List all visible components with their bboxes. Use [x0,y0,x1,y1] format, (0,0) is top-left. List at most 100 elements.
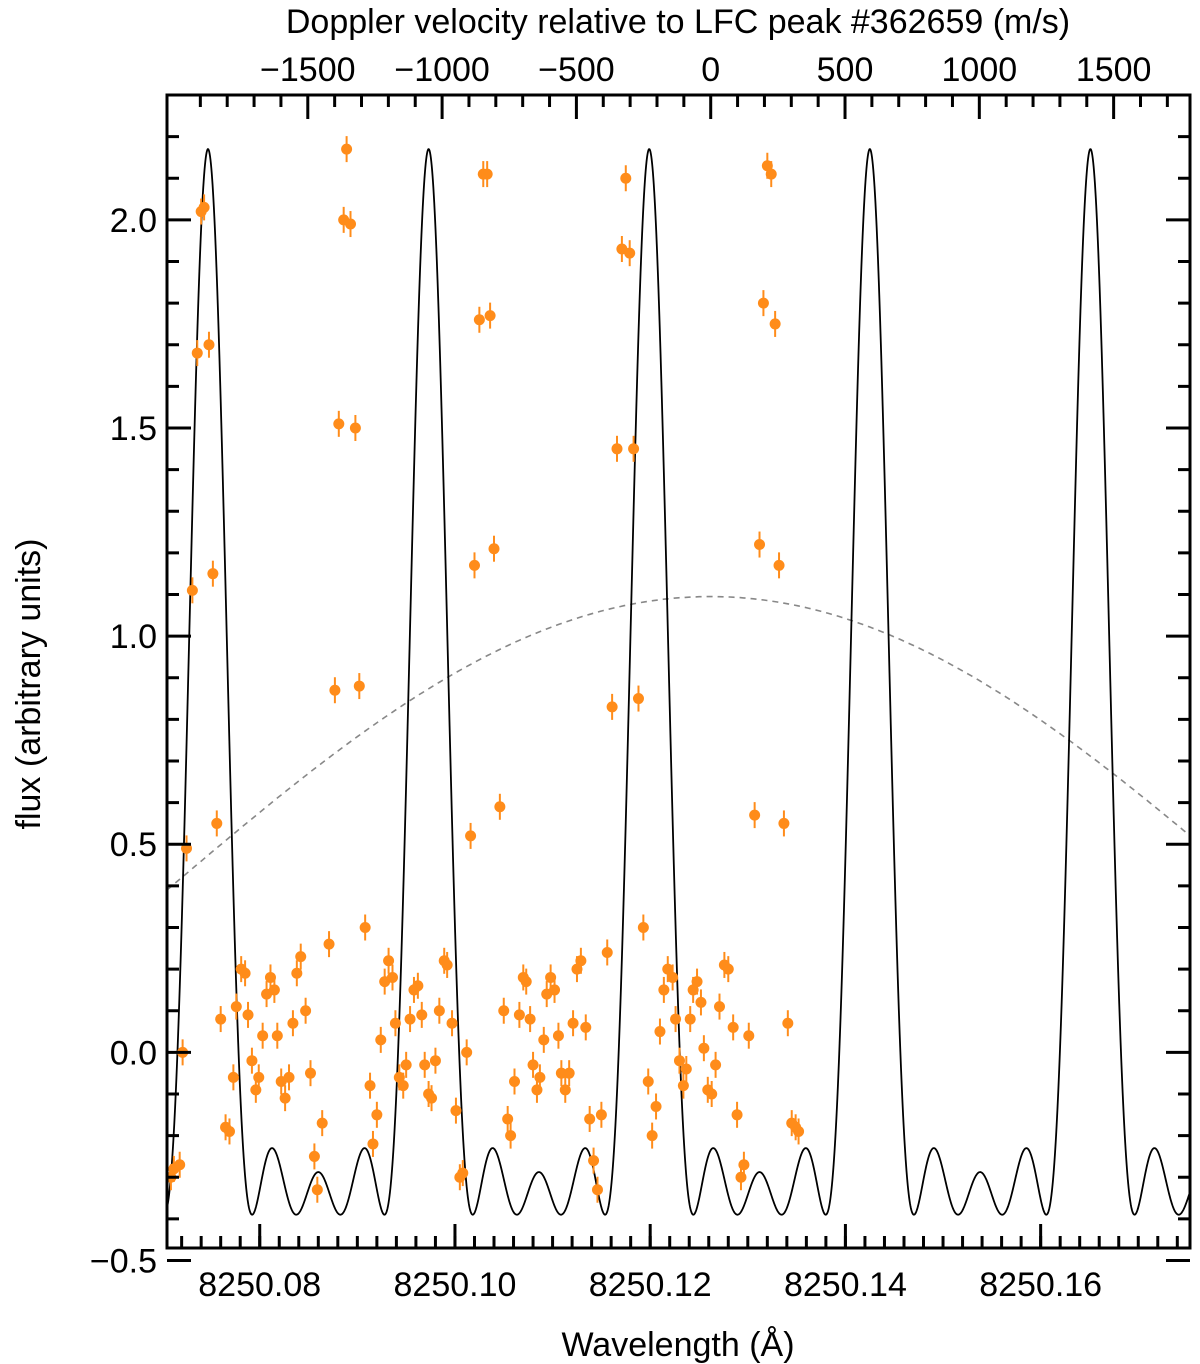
data-point [545,971,557,983]
data-point [575,955,587,967]
data-point [667,971,679,983]
data-point [433,1005,445,1017]
data-point [595,1109,607,1121]
y-tick-label: 0.0 [110,1034,157,1072]
data-point [186,584,198,596]
data-point [494,801,506,813]
top-axis-title: Doppler velocity relative to LFC peak #3… [286,3,1070,41]
data-point [761,160,773,172]
y-tick-label: 2.0 [110,202,157,240]
data-point [524,1013,536,1025]
data-point [698,1042,710,1054]
plot-clip-group [167,136,1190,1216]
top-tick-label: 1000 [942,51,1018,89]
y-axis-title: flux (arbitrary units) [10,539,48,830]
data-point [400,1059,412,1071]
data-point [567,1017,579,1029]
data-point [778,817,790,829]
data-point [364,1080,376,1092]
data-point [198,201,210,213]
data-point [465,830,477,842]
data-point [637,921,649,933]
plot-area [167,136,1190,1216]
data-point [345,218,357,230]
data-point [393,1071,405,1083]
data-point [555,1067,567,1079]
data-point [329,684,341,696]
data-point [207,568,219,580]
data-point [291,967,303,979]
y-tick-label: −0.5 [90,1242,157,1280]
data-point [584,1113,596,1125]
data-point [300,1005,312,1017]
data-point [230,1001,242,1013]
data-point [308,1150,320,1162]
data-point [650,1100,662,1112]
data-point [359,921,371,933]
data-point [271,1030,283,1042]
data-point [457,1167,469,1179]
data-point [246,1055,258,1067]
data-point [311,1184,323,1196]
data-point [264,971,276,983]
top-tick-label: 1500 [1076,51,1152,89]
data-point [283,1071,295,1083]
data-point [654,1026,666,1038]
data-point [295,951,307,963]
data-point [505,1130,517,1142]
data-point [268,984,280,996]
data-point [628,443,640,455]
data-point [769,318,781,330]
data-point [713,1001,725,1013]
data-point [606,701,618,713]
data-point [419,1059,431,1071]
top-tick-label: −1500 [260,51,356,89]
data-point [257,1030,269,1042]
data-point [673,1055,685,1067]
data-point [242,1009,254,1021]
data-point [488,543,500,555]
data-point [687,984,699,996]
data-point [367,1138,379,1150]
data-point [743,1030,755,1042]
x-tick-label: 8250.16 [979,1266,1102,1304]
x-tick-label: 8250.08 [198,1266,321,1304]
data-point [722,963,734,975]
data-point [571,963,583,975]
data-point [227,1071,239,1083]
data-point [304,1067,316,1079]
data-point [349,422,361,434]
data-point [662,963,674,975]
data-point [642,1076,654,1088]
x-tick-label: 8250.14 [784,1266,907,1304]
data-point [534,1071,546,1083]
data-point [658,984,670,996]
top-tick-label: −1000 [394,51,490,89]
data-point [397,1080,409,1092]
top-tick-label: 0 [701,51,720,89]
data-point [446,1017,458,1029]
y-tick-label: 1.0 [110,618,157,656]
data-point [793,1125,805,1137]
data-point [481,168,493,180]
data-point [473,314,485,326]
data-point [520,976,532,988]
data-point [383,955,395,967]
data-point [203,339,215,351]
data-point [429,1055,441,1067]
data-point [527,1059,539,1071]
data-point [563,1067,575,1079]
data-point [580,1021,592,1033]
data-point [333,418,345,430]
data-point [620,172,632,184]
data-point [601,946,613,958]
data-point [727,1021,739,1033]
data-point [450,1105,462,1117]
data-point [782,1017,794,1029]
data-point [632,693,644,705]
data-point [174,1159,186,1171]
data-point [773,559,785,571]
data-point [509,1076,521,1088]
y-tick-label: 1.5 [110,410,157,448]
data-point [484,310,496,322]
